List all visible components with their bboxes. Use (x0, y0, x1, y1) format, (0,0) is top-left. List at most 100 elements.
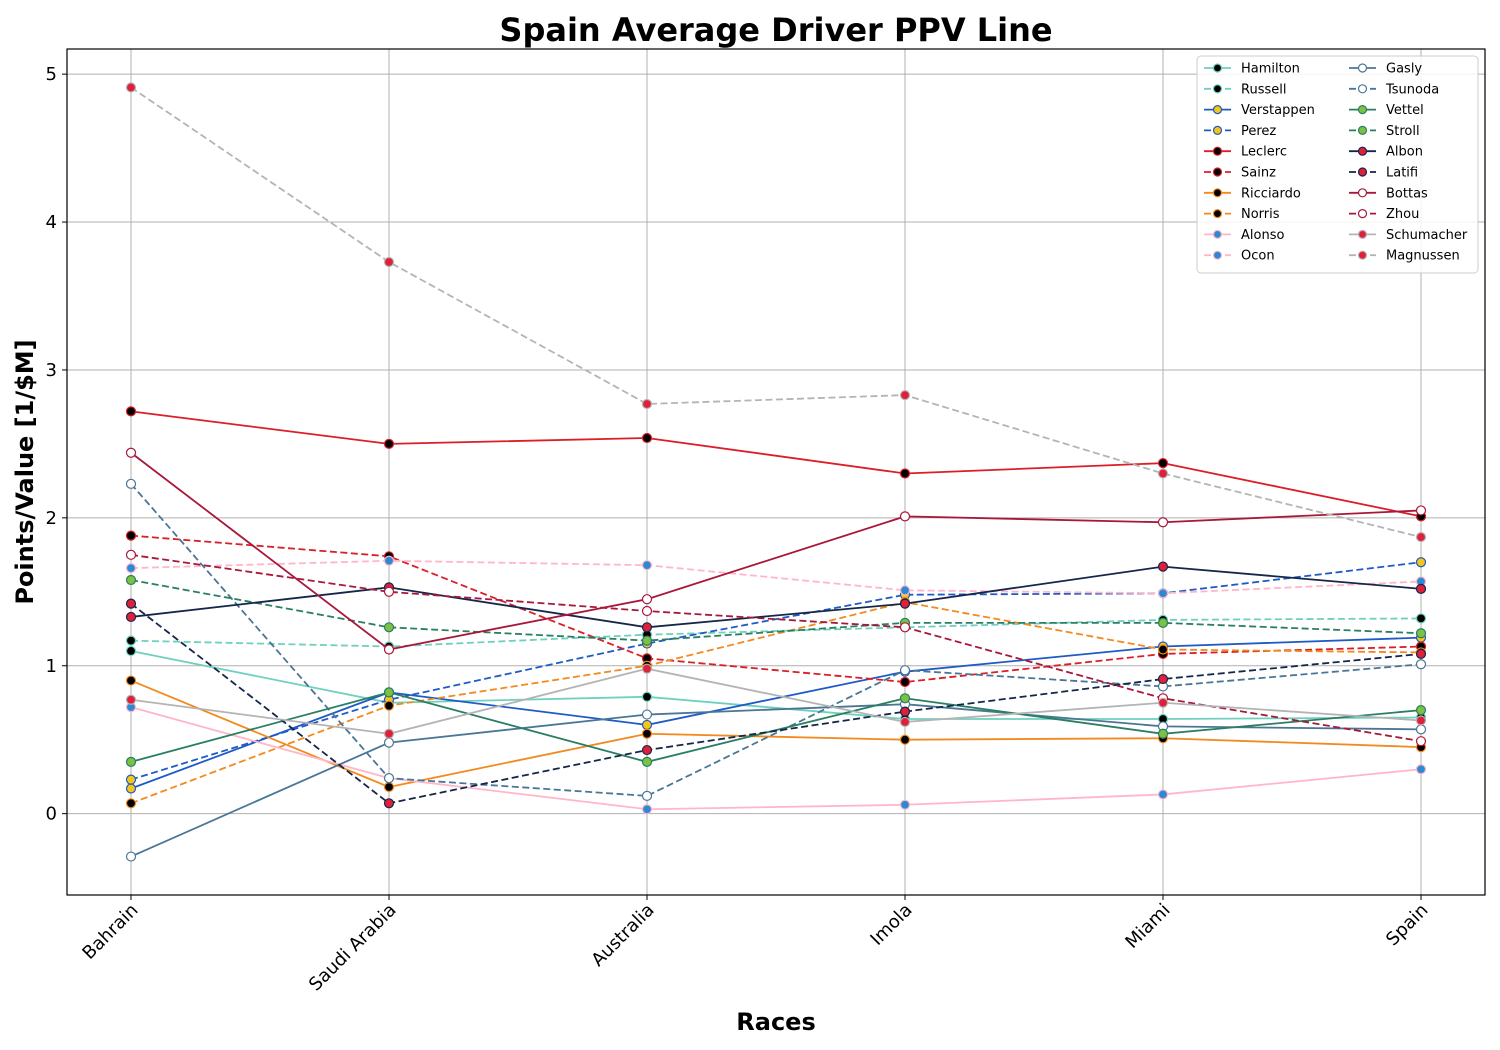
series-line (130, 706, 1422, 811)
data-point (641, 709, 653, 720)
y-tick-label: 5 (46, 64, 57, 85)
series-verstappen (125, 632, 1427, 794)
x-tick-label: Australia (587, 900, 658, 971)
legend-entry: Gasly (1349, 62, 1422, 77)
data-point (125, 798, 137, 809)
data-point (383, 687, 395, 698)
legend-label: Magnussen (1386, 249, 1460, 264)
data-point (383, 781, 395, 793)
data-point (125, 478, 137, 489)
data-point (899, 693, 911, 704)
legend-label: Gasly (1386, 62, 1422, 77)
data-point (1415, 736, 1427, 747)
y-axis-label: Points/Value [1/$M] (11, 339, 39, 604)
data-point (641, 594, 653, 605)
data-point (899, 799, 911, 810)
x-axis-ticks: Bahrain Saudi Arabia Australia Imola Miami Sp… (78, 895, 1433, 996)
data-point (899, 585, 911, 596)
series-line (130, 483, 1422, 797)
data-point (383, 555, 395, 566)
legend-label: Perez (1241, 124, 1276, 139)
series-line (130, 565, 1422, 629)
data-point (383, 256, 395, 268)
data-point (641, 719, 653, 731)
series-bottas (125, 447, 1427, 655)
data-point (383, 700, 395, 711)
x-tick-label: Spain (1382, 900, 1432, 950)
data-point (899, 622, 911, 633)
data-point (641, 663, 653, 674)
data-point (899, 511, 911, 522)
legend-swatch-marker (1212, 104, 1223, 115)
legend-swatch-marker (1357, 209, 1368, 219)
series-schumacher (125, 663, 1427, 739)
data-point (641, 691, 653, 702)
data-point (1415, 648, 1427, 660)
x-tick-label: Saudi Arabia (305, 900, 401, 996)
series-layer (125, 82, 1427, 862)
data-point (383, 773, 395, 784)
data-point (899, 716, 911, 728)
series-gasly (125, 699, 1427, 862)
y-axis-ticks: 0 1 2 3 4 5 (46, 64, 67, 825)
legend-swatch-marker (1212, 63, 1223, 73)
legend-swatch-marker (1357, 63, 1368, 73)
y-tick-label: 1 (46, 656, 57, 677)
legend-swatch-marker (1212, 125, 1223, 135)
data-point (899, 706, 911, 717)
series-line (130, 410, 1422, 518)
series-line (130, 86, 1422, 538)
data-point (899, 468, 911, 479)
series-zhou (125, 549, 1427, 747)
legend-swatch-marker (1357, 146, 1368, 156)
legend-swatch-marker (1212, 188, 1223, 198)
data-point (125, 82, 137, 93)
data-point (899, 676, 911, 688)
data-point (1157, 644, 1169, 655)
series-line (130, 559, 1422, 595)
chart-title: Spain Average Driver PPV Line (499, 11, 1052, 49)
series-norris (125, 597, 1427, 809)
data-point (1415, 724, 1427, 735)
x-tick-label: Miami (1121, 900, 1174, 953)
legend-swatch-marker (1212, 209, 1223, 219)
legend-entry: Tsunoda (1349, 82, 1439, 97)
legend-entry: Leclerc (1204, 145, 1287, 160)
legend-swatch-marker (1357, 125, 1368, 135)
legend-swatch-marker (1212, 84, 1223, 94)
legend-label: Leclerc (1241, 145, 1287, 160)
series-line (130, 667, 1422, 735)
data-point (899, 665, 911, 676)
series-leclerc (125, 406, 1427, 522)
data-point (125, 851, 137, 862)
data-point (125, 756, 137, 767)
y-tick-label: 4 (46, 212, 57, 233)
legend-entry: Perez (1204, 124, 1276, 139)
legend-entry: Ocon (1204, 249, 1275, 264)
data-point (641, 804, 653, 815)
legend-label: Bottas (1386, 186, 1428, 201)
series-stroll (125, 574, 1427, 646)
series-line (130, 636, 1422, 790)
legend-box (1196, 55, 1479, 274)
series-ricciardo (125, 675, 1427, 793)
data-point (1415, 531, 1427, 543)
legend-entry: Russell (1204, 82, 1286, 97)
legend-swatch-marker (1357, 104, 1368, 115)
data-point (125, 574, 137, 586)
data-point (1157, 673, 1169, 685)
series-latifi (125, 598, 1427, 809)
series-hamilton (125, 645, 1427, 725)
data-point (1415, 659, 1427, 670)
data-point (125, 645, 137, 657)
data-point (125, 694, 137, 705)
data-point (383, 644, 395, 655)
data-point (1415, 583, 1427, 594)
series-tsunoda (125, 478, 1427, 802)
data-point (1157, 561, 1169, 572)
plot-frame (66, 48, 1486, 896)
legend-swatch-marker (1212, 167, 1223, 177)
legend-entry: Alonso (1204, 228, 1284, 243)
data-point (641, 432, 653, 444)
